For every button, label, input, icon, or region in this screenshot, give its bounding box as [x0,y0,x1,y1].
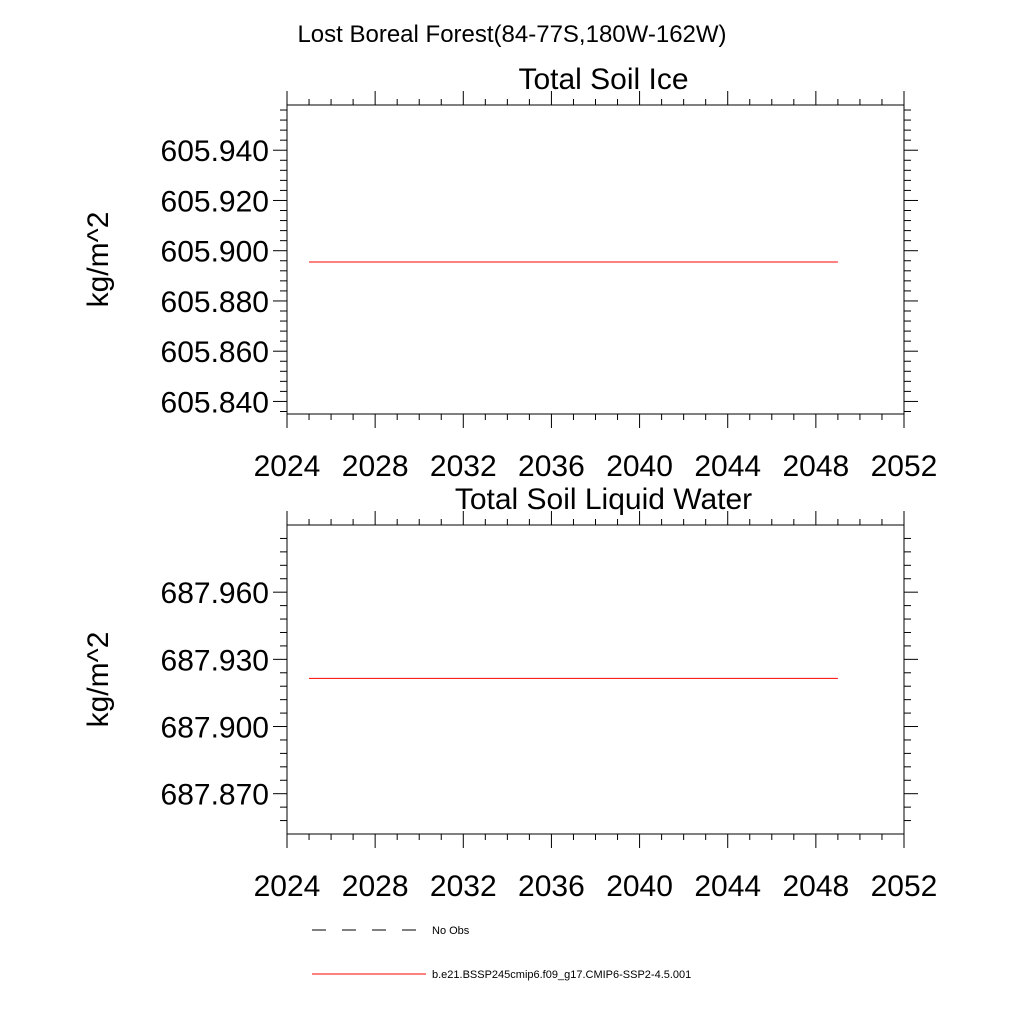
plot-frame [286,104,905,415]
x-tick-label: 2036 [518,450,585,483]
x-tick-label: 2048 [782,450,849,483]
x-tick-label: 2032 [430,870,497,903]
figure-suptitle: Lost Boreal Forest(84-77S,180W-162W) [297,21,726,48]
x-tick-label: 2044 [694,870,761,903]
legend-label-no-obs: No Obs [432,925,470,937]
x-tick-label: 2028 [342,450,409,483]
panel-title: Total Soil Liquid Water [455,483,752,516]
panel-title: Total Soil Ice [518,63,688,96]
y-tick-label: 605.940 [161,135,269,168]
y-tick-label: 687.870 [161,779,269,812]
y-tick-label: 605.920 [161,185,269,218]
x-tick-label: 2040 [606,870,673,903]
x-tick-label: 2052 [871,450,938,483]
x-tick-label: 2048 [782,870,849,903]
y-axis-label: kg/m^2 [82,212,115,308]
chart-panel-total-soil-ice: Total Soil Ice 2024 2028 2032 2036 2040 2044 20… [82,63,937,483]
x-tick-label: 2040 [606,450,673,483]
y-tick-label: 687.900 [161,712,269,745]
y-tick-label: 605.880 [161,286,269,319]
x-tick-label: 2036 [518,870,585,903]
legend: No Obs b.e21.BSSP245cmip6.f09_g17.CMIP6-… [312,925,691,981]
x-tick-label: 2024 [254,450,321,483]
y-tick-label: 605.900 [161,236,269,269]
chart-panel-total-soil-liquid-water: Total Soil Liquid Water 2024 2028 2032 2036 2… [82,483,937,903]
y-tick-label: 687.930 [161,644,269,677]
y-axis-label: kg/m^2 [82,632,115,728]
y-tick-label: 605.860 [161,336,269,369]
x-tick-label: 2032 [430,450,497,483]
y-tick-label: 687.960 [161,577,269,610]
x-tick-label: 2028 [342,870,409,903]
x-tick-label: 2044 [694,450,761,483]
x-tick-label: 2024 [254,870,321,903]
legend-label-model-run: b.e21.BSSP245cmip6.f09_g17.CMIP6-SSP2-4.… [432,969,691,981]
y-tick-label: 605.840 [161,386,269,419]
x-tick-label: 2052 [871,870,938,903]
plot-frame [286,524,905,835]
